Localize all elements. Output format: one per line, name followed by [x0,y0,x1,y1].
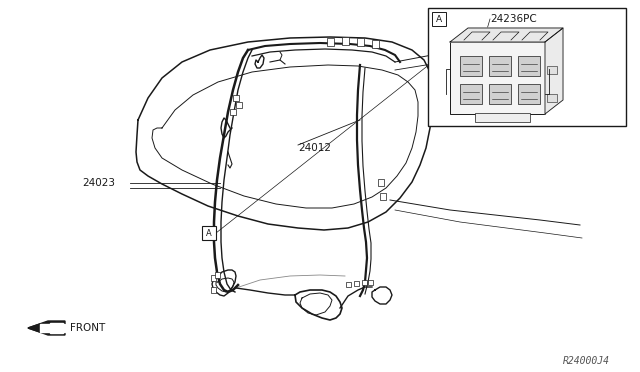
Bar [362,280,367,285]
Bar [232,95,239,101]
Bar [327,38,334,46]
Bar [518,56,540,76]
Bar [489,84,511,104]
Bar [547,94,557,102]
Bar [380,193,385,200]
Polygon shape [450,28,563,42]
Polygon shape [40,324,65,332]
Bar [428,8,626,126]
Bar [236,102,241,108]
Bar [378,179,383,186]
Bar [211,287,216,293]
Bar [547,66,557,74]
Bar [346,282,351,287]
Text: FRONT: FRONT [70,323,105,333]
Polygon shape [28,324,65,332]
Polygon shape [545,28,563,114]
Bar [367,280,372,285]
Bar [518,84,540,104]
Text: A: A [436,15,442,23]
Bar [230,109,236,115]
Polygon shape [50,323,63,333]
Text: 24023: 24023 [82,178,115,188]
Bar [460,56,482,76]
Bar [215,272,220,278]
Bar [342,37,349,45]
Bar [353,281,358,286]
Text: 24012: 24012 [298,143,331,153]
Bar [372,40,379,48]
Text: A: A [206,228,212,237]
Bar [357,38,364,46]
Bar [432,12,446,26]
Text: 24236PC: 24236PC [490,14,537,24]
Bar [202,226,216,240]
Bar [460,84,482,104]
Bar [475,113,530,122]
Bar [450,42,545,114]
Text: R24000J4: R24000J4 [563,356,610,366]
Bar [211,275,216,281]
Polygon shape [28,321,65,335]
Bar [489,56,511,76]
